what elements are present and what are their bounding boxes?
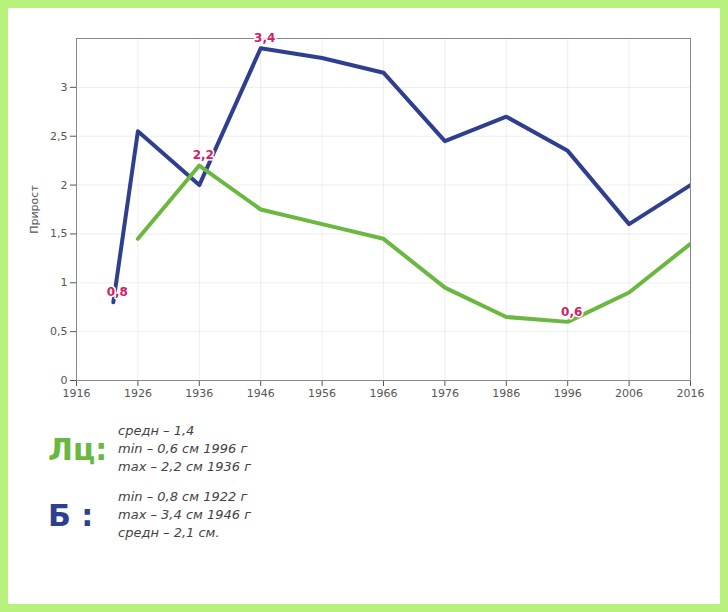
html-text:средн – 1,4: средн – 1,4 bbox=[118, 423, 195, 438]
html-text:max – 3,4 см 1946 г: max – 3,4 см 1946 г bbox=[118, 507, 251, 522]
html-text:Б :: Б : bbox=[48, 497, 94, 533]
svg-text:1946: 1946 bbox=[247, 387, 275, 400]
svg-text:1976: 1976 bbox=[431, 387, 459, 400]
svg-text:0,6: 0,6 bbox=[561, 305, 582, 319]
svg-text:2,5: 2,5 bbox=[50, 130, 68, 143]
svg-text:1986: 1986 bbox=[492, 387, 520, 400]
html-text:Лц:: Лц: bbox=[48, 431, 108, 467]
html-text:max – 2,2 см 1936 г: max – 2,2 см 1936 г bbox=[118, 459, 251, 474]
html-text:min – 0,6 см 1996 г: min – 0,6 см 1996 г bbox=[118, 441, 248, 456]
svg-text:3,4: 3,4 bbox=[254, 31, 275, 45]
svg-text:Прирост: Прирост bbox=[28, 185, 41, 234]
html-text:min – 0,8 см 1922 г: min – 0,8 см 1922 г bbox=[118, 489, 248, 504]
svg-text:0: 0 bbox=[61, 374, 68, 387]
svg-text:0,8: 0,8 bbox=[107, 285, 128, 299]
svg-text:0,5: 0,5 bbox=[50, 325, 68, 338]
html-text:средн – 2,1 см.: средн – 2,1 см. bbox=[118, 525, 220, 540]
svg-text:1996: 1996 bbox=[554, 387, 582, 400]
svg-text:1956: 1956 bbox=[308, 387, 336, 400]
svg-text:1916: 1916 bbox=[63, 387, 91, 400]
svg-text:2: 2 bbox=[61, 179, 68, 192]
svg-text:2,2: 2,2 bbox=[193, 148, 214, 162]
svg-text:1936: 1936 bbox=[185, 387, 213, 400]
svg-text:1,5: 1,5 bbox=[50, 227, 68, 240]
svg-text:1966: 1966 bbox=[370, 387, 398, 400]
svg-text:1: 1 bbox=[61, 276, 68, 289]
svg-text:2006: 2006 bbox=[615, 387, 643, 400]
svg-text:2016: 2016 bbox=[677, 387, 705, 400]
svg-text:3: 3 bbox=[61, 81, 68, 94]
svg-text:1926: 1926 bbox=[124, 387, 152, 400]
